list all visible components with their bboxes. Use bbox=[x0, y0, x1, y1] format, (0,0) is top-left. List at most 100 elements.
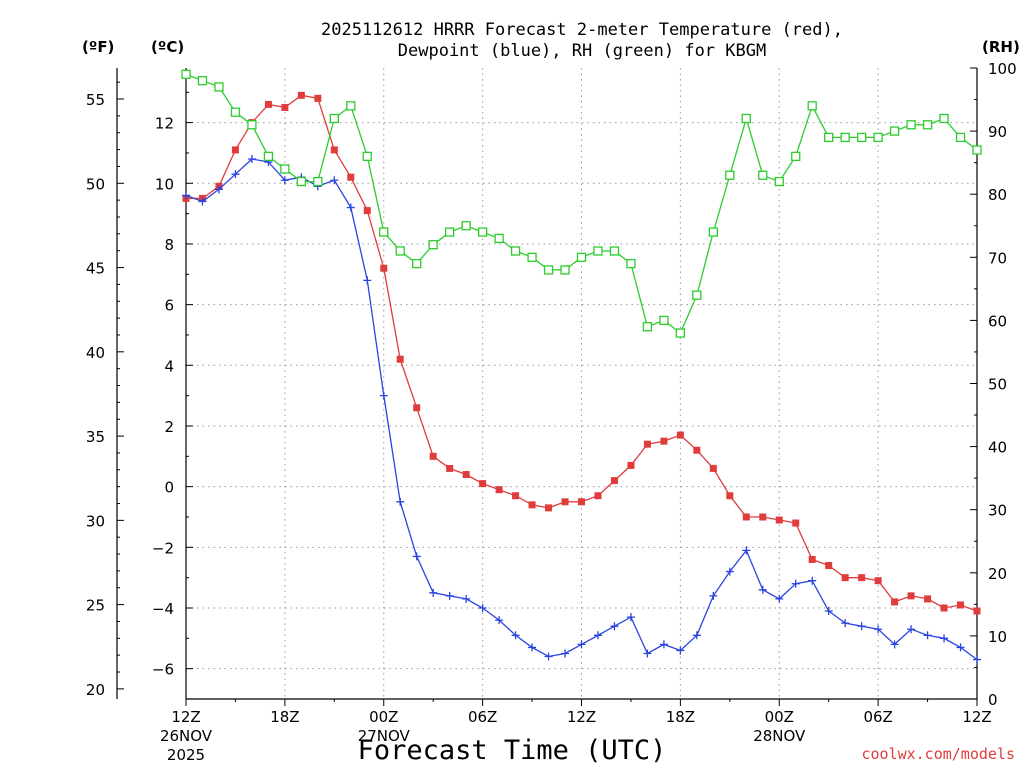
dewpoint-point bbox=[231, 170, 240, 179]
rh-point bbox=[922, 120, 933, 130]
dewpoint-point bbox=[561, 649, 570, 658]
rh-point bbox=[972, 145, 982, 155]
temperature-point bbox=[676, 431, 684, 439]
dewpoint-point bbox=[462, 594, 471, 603]
rh-point bbox=[856, 132, 867, 143]
rh-point bbox=[741, 113, 751, 124]
rh-point bbox=[379, 227, 389, 237]
dewpoint-point bbox=[495, 616, 504, 625]
temperature-point bbox=[891, 598, 899, 606]
temperature-point bbox=[297, 91, 305, 99]
dewpoint-point bbox=[907, 625, 916, 634]
dewpoint-point bbox=[528, 643, 537, 652]
time-tick-label: 06Z bbox=[468, 708, 497, 726]
celsius-tick-label: 12 bbox=[155, 115, 174, 133]
time-year-label: 2025 bbox=[167, 746, 205, 764]
temperature-point bbox=[314, 94, 322, 102]
temperature-point bbox=[693, 446, 701, 454]
rh-point bbox=[313, 176, 323, 187]
dewpoint-point bbox=[643, 649, 652, 658]
rh-point bbox=[725, 170, 735, 180]
dewpoint-point bbox=[659, 640, 668, 649]
temperature-point bbox=[907, 592, 915, 600]
dewpoint-point bbox=[198, 197, 207, 206]
rh-tick-label: 20 bbox=[988, 565, 1007, 583]
rh-point bbox=[412, 258, 422, 269]
dewpoint-point bbox=[330, 176, 339, 185]
dewpoint-point bbox=[396, 497, 405, 506]
temperature-point bbox=[957, 601, 965, 609]
rh-tick-label: 60 bbox=[988, 312, 1007, 330]
rh-point bbox=[593, 246, 603, 256]
series-dewpoint bbox=[182, 155, 981, 664]
fahrenheit-tick-label: 20 bbox=[86, 681, 105, 699]
dewpoint-point bbox=[247, 155, 256, 164]
temperature-point bbox=[330, 146, 338, 154]
rh-point bbox=[659, 315, 669, 326]
fahrenheit-tick-label: 35 bbox=[86, 428, 105, 446]
rh-point bbox=[329, 113, 339, 124]
rh-point bbox=[560, 265, 570, 275]
rh-tick-label: 70 bbox=[988, 249, 1007, 267]
temperature-point bbox=[924, 595, 932, 603]
rh-unit-label: (RH) bbox=[982, 38, 1020, 56]
dewpoint-point bbox=[973, 655, 981, 664]
temperature-point bbox=[726, 492, 734, 500]
dewpoint-point bbox=[775, 594, 784, 603]
rh-point bbox=[263, 151, 274, 161]
rh-point bbox=[774, 176, 784, 187]
celsius-tick-label: 4 bbox=[164, 357, 174, 375]
celsius-tick-label: 2 bbox=[164, 418, 174, 436]
dewpoint-point bbox=[725, 567, 734, 576]
dewpoint-point bbox=[758, 585, 767, 594]
rh-point bbox=[708, 227, 718, 237]
time-tick-label: 18Z bbox=[270, 708, 299, 726]
rh-point bbox=[955, 132, 966, 143]
temperature-point bbox=[462, 471, 470, 479]
source-credit: coolwx.com/models bbox=[861, 745, 1015, 763]
rh-point bbox=[362, 151, 372, 161]
dewpoint-point bbox=[940, 634, 949, 643]
temperature-point bbox=[578, 498, 585, 506]
temperature-point bbox=[825, 562, 833, 570]
temperature-point bbox=[495, 486, 503, 494]
rh-point bbox=[807, 101, 817, 111]
temperature-point bbox=[643, 440, 651, 448]
rh-point bbox=[675, 328, 686, 338]
temperature-point bbox=[627, 461, 635, 469]
temperature-point bbox=[363, 207, 371, 215]
dewpoint-point bbox=[379, 391, 388, 400]
rh-point bbox=[543, 265, 554, 275]
rh-tick-label: 100 bbox=[988, 60, 1017, 78]
rh-point bbox=[873, 132, 883, 143]
time-date-label: 27NOV bbox=[358, 727, 411, 745]
rh-tick-label: 40 bbox=[988, 439, 1007, 457]
dewpoint-point bbox=[808, 576, 817, 585]
temperature-point bbox=[528, 501, 536, 509]
rh-point bbox=[230, 107, 241, 117]
temperature-point bbox=[479, 480, 487, 488]
temperature-point bbox=[775, 516, 783, 524]
rh-point bbox=[889, 126, 900, 136]
rh-point bbox=[214, 82, 224, 92]
rh-point bbox=[939, 113, 949, 124]
rh-point bbox=[824, 132, 834, 143]
fahrenheit-unit-label: (ºF) bbox=[82, 38, 114, 56]
temperature-point bbox=[973, 607, 981, 615]
dewpoint-point bbox=[577, 640, 586, 649]
rh-point bbox=[280, 164, 290, 174]
temperature-point bbox=[610, 477, 618, 485]
temperature-point bbox=[446, 464, 454, 472]
rh-point bbox=[510, 246, 521, 256]
dewpoint-point bbox=[874, 625, 883, 634]
time-tick-label: 12Z bbox=[567, 708, 596, 726]
rh-point bbox=[494, 233, 504, 244]
time-tick-label: 06Z bbox=[863, 708, 892, 726]
temperature-point bbox=[413, 404, 421, 412]
fahrenheit-tick-label: 25 bbox=[86, 597, 105, 615]
temperature-point bbox=[231, 146, 239, 154]
dewpoint-point bbox=[544, 652, 553, 661]
dewpoint-point bbox=[709, 591, 718, 600]
rh-point bbox=[247, 120, 257, 130]
dewpoint-point bbox=[363, 276, 372, 285]
